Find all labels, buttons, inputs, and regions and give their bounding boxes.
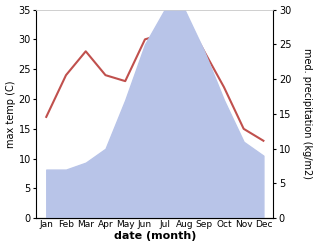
Y-axis label: med. precipitation (kg/m2): med. precipitation (kg/m2) xyxy=(302,48,313,179)
Y-axis label: max temp (C): max temp (C) xyxy=(5,80,16,148)
X-axis label: date (month): date (month) xyxy=(114,231,196,242)
